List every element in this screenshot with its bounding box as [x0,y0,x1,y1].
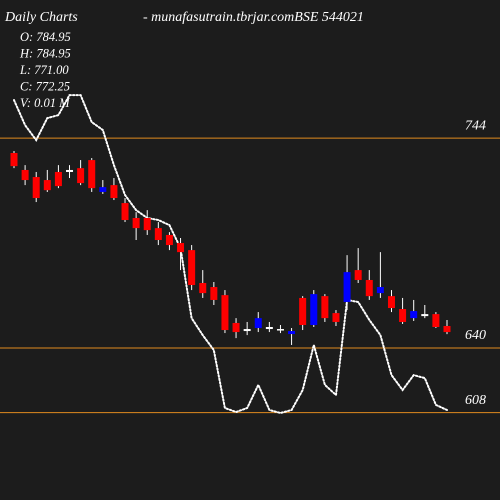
candle-body [265,327,273,330]
candle-body [332,313,340,322]
candle-body [177,243,185,253]
candle-body [299,297,307,325]
y-tick-label: 640 [465,328,486,343]
candle-body [188,250,196,286]
candle-body [54,171,62,187]
candle-body [365,279,373,297]
chart-subtitle: - munafasutrain.tbrjar.comBSE 544021 [143,10,364,25]
candle-body [276,329,284,331]
candle-body [421,314,429,317]
candle-body [154,228,162,241]
candle-body [10,153,18,167]
info-line: O: 784.95 [20,30,71,44]
candle-body [354,270,362,280]
candle-body [77,168,85,184]
candle-body [432,314,440,328]
candles [10,150,451,345]
overlay-line [13,94,448,415]
candle-body [43,180,51,191]
candle-body [121,203,129,221]
candle-body [310,294,318,325]
y-tick-label: 608 [465,393,486,408]
info-line: L: 771.00 [19,63,69,77]
candle-body [343,272,351,302]
candle-body [399,309,407,322]
candle-body [132,218,140,229]
candle-body [110,185,118,199]
candle-body [232,322,240,333]
candle-body [288,331,296,335]
candle-body [66,169,74,172]
info-line: V: 0.01 M [20,96,70,110]
candle-body [32,177,40,199]
candle-body [199,283,207,294]
candle-body [143,218,151,231]
candle-body [254,318,262,329]
candle-body [321,296,329,319]
info-line: C: 772.25 [20,79,70,93]
candle-body [410,311,418,319]
candle-body [221,295,229,331]
candle-body [376,287,384,294]
candle-body [243,329,251,332]
candle-body [387,296,395,309]
overlay [13,94,448,415]
candle-body [21,169,29,181]
candle-body [210,287,218,300]
candle-body [88,160,96,189]
candle-body [165,234,173,246]
chart-title: Daily Charts [4,10,78,25]
candle-body [99,187,107,192]
info-line: H: 784.95 [19,46,71,60]
labels: Daily Charts - munafasutrain.tbrjar.comB… [4,10,486,408]
y-tick-label: 744 [465,118,486,133]
grid [0,137,500,414]
candle-body [443,325,451,333]
